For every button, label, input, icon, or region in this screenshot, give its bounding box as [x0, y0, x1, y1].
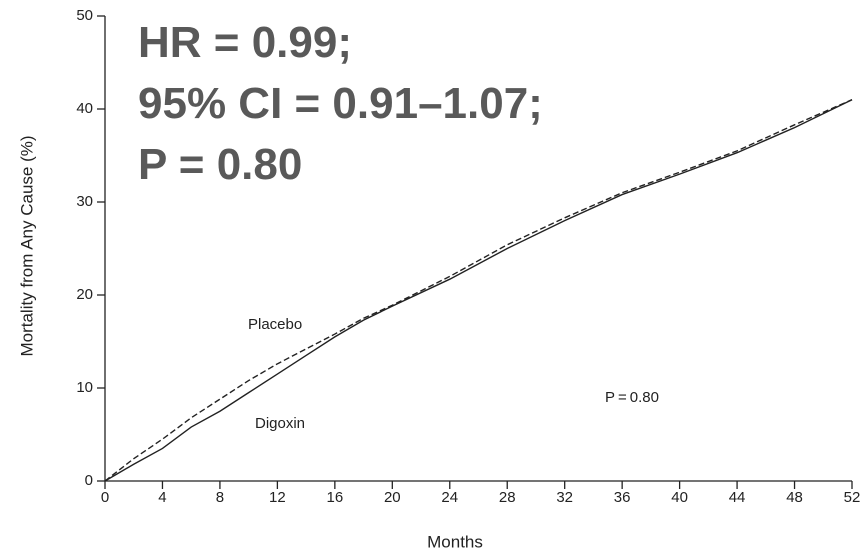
stat-text: 95% CI = 0.91–1.07;: [138, 79, 543, 128]
x-tick-label: 0: [101, 489, 109, 506]
series-label: Placebo: [248, 316, 302, 333]
stat-text: HR = 0.99;: [138, 18, 352, 67]
y-tick-label: 30: [76, 193, 93, 210]
y-tick-label: 0: [85, 472, 93, 489]
y-tick-label: 10: [76, 379, 93, 396]
x-tick-label: 52: [844, 489, 861, 506]
x-tick-label: 32: [556, 489, 573, 506]
series-label: Digoxin: [255, 415, 305, 432]
x-tick-label: 12: [269, 489, 286, 506]
x-tick-label: 28: [499, 489, 516, 506]
annotation: P = 0.80: [605, 389, 659, 406]
x-tick-label: 36: [614, 489, 631, 506]
y-axis-label: Mortality from Any Cause (%): [17, 135, 36, 356]
series-line: [104, 99, 853, 482]
x-tick-label: 16: [327, 489, 344, 506]
x-tick-label: 40: [671, 489, 688, 506]
x-tick-label: 20: [384, 489, 401, 506]
y-tick-label: 50: [76, 7, 93, 24]
series-line: [104, 99, 853, 482]
y-tick-label: 40: [76, 100, 93, 117]
x-tick-label: 48: [786, 489, 803, 506]
x-tick-label: 44: [729, 489, 746, 506]
x-tick-label: 8: [216, 489, 224, 506]
x-tick-label: 24: [441, 489, 458, 506]
x-tick-label: 4: [158, 489, 166, 506]
y-tick-label: 20: [76, 286, 93, 303]
x-axis-label: Months: [427, 532, 483, 551]
stat-text: P = 0.80: [138, 140, 302, 189]
